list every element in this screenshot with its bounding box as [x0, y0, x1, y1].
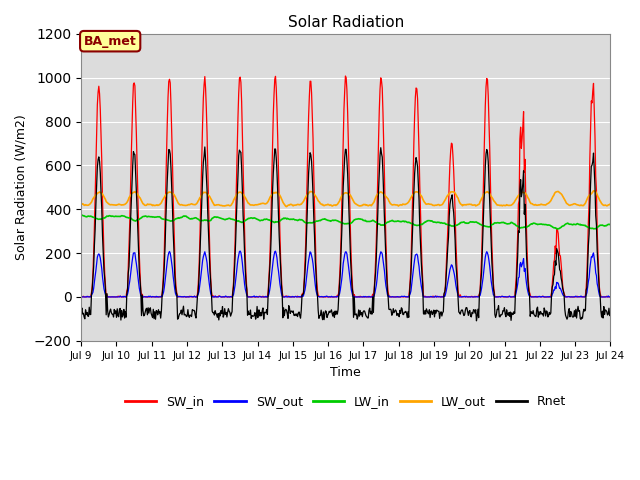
LW_in — [554, 226, 561, 232]
Text: BA_met: BA_met — [84, 35, 136, 48]
Line: LW_in: LW_in — [81, 215, 611, 229]
LW_out — [223, 203, 231, 208]
SW_in — [411, 113, 419, 119]
SW_in — [141, 294, 149, 300]
SW_out — [79, 294, 87, 300]
SW_out — [427, 294, 435, 300]
SW_in — [87, 294, 95, 300]
LW_out — [589, 188, 597, 194]
SW_out — [88, 292, 95, 298]
Rnet — [195, 276, 203, 282]
SW_out — [196, 283, 204, 289]
Rnet — [201, 144, 209, 150]
Rnet — [607, 311, 614, 317]
X-axis label: Time: Time — [330, 366, 361, 379]
SW_in — [426, 294, 434, 300]
Rnet — [224, 309, 232, 315]
LW_out — [87, 200, 95, 206]
LW_in — [77, 212, 85, 218]
LW_out — [426, 201, 434, 207]
LW_in — [87, 213, 95, 219]
LW_in — [141, 213, 149, 219]
SW_out — [607, 294, 614, 300]
SW_in — [607, 294, 614, 300]
SW_out — [236, 248, 244, 254]
LW_in — [426, 218, 433, 224]
LW_in — [195, 217, 203, 223]
Rnet — [141, 310, 149, 315]
Line: SW_in: SW_in — [81, 76, 611, 297]
Rnet — [411, 171, 419, 177]
LW_out — [195, 197, 203, 203]
LW_in — [410, 222, 418, 228]
SW_out — [412, 252, 419, 258]
Line: LW_out: LW_out — [81, 191, 611, 206]
Rnet — [426, 315, 434, 321]
LW_out — [607, 201, 614, 206]
SW_out — [224, 294, 232, 300]
Y-axis label: Solar Radiation (W/m2): Solar Radiation (W/m2) — [15, 115, 28, 260]
SW_in — [195, 267, 203, 273]
SW_in — [342, 73, 349, 79]
LW_in — [223, 216, 231, 222]
SW_in — [77, 294, 85, 300]
SW_out — [142, 294, 150, 300]
SW_in — [223, 294, 231, 300]
LW_out — [283, 204, 291, 209]
Line: SW_out: SW_out — [81, 251, 611, 297]
Rnet — [87, 312, 95, 317]
SW_out — [77, 294, 85, 300]
LW_out — [141, 203, 149, 208]
Line: Rnet: Rnet — [81, 147, 611, 321]
LW_out — [411, 190, 419, 195]
LW_out — [77, 202, 85, 208]
Rnet — [472, 318, 480, 324]
LW_in — [607, 222, 614, 228]
Rnet — [77, 309, 85, 315]
Legend: SW_in, SW_out, LW_in, LW_out, Rnet: SW_in, SW_out, LW_in, LW_out, Rnet — [120, 390, 572, 413]
Title: Solar Radiation: Solar Radiation — [287, 15, 404, 30]
